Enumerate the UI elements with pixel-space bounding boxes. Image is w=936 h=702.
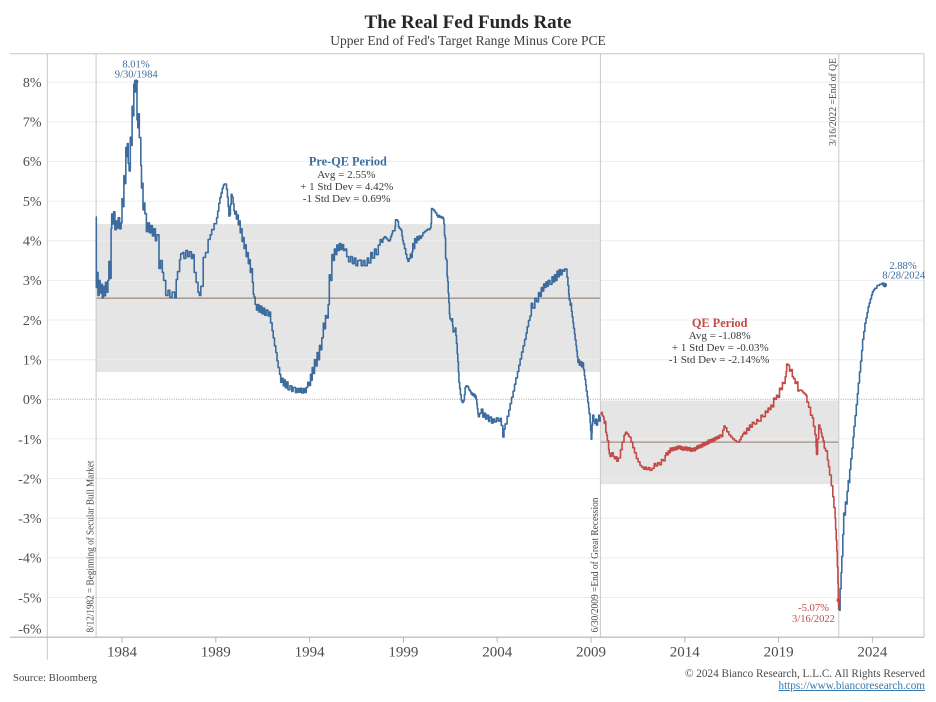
svg-text:2009: 2009 xyxy=(576,645,606,661)
svg-text:QE Period: QE Period xyxy=(692,316,748,330)
svg-text:1994: 1994 xyxy=(295,645,326,661)
svg-text:5%: 5% xyxy=(23,195,42,210)
svg-text:2004: 2004 xyxy=(482,645,513,661)
svg-text:-1 Std Dev = -2.14%%: -1 Std Dev = -2.14%% xyxy=(669,354,770,366)
svg-text:6%: 6% xyxy=(23,155,42,170)
svg-text:+ 1 Std Dev = -0.03%: + 1 Std Dev = -0.03% xyxy=(672,342,769,354)
svg-text:2019: 2019 xyxy=(764,645,794,661)
svg-text:+ 1 Std Dev = 4.42%: + 1 Std Dev = 4.42% xyxy=(300,181,393,193)
svg-text:Avg = 2.55%: Avg = 2.55% xyxy=(317,169,375,181)
svg-text:8/12/1982 = Beginning of Secul: 8/12/1982 = Beginning of Secular Bull Ma… xyxy=(85,461,97,633)
svg-text:3/16/2022: 3/16/2022 xyxy=(792,614,835,625)
svg-text:-2%: -2% xyxy=(18,472,42,487)
svg-text:-6%: -6% xyxy=(18,622,42,637)
svg-text:2014: 2014 xyxy=(670,645,701,661)
svg-text:2024: 2024 xyxy=(857,645,888,661)
svg-text:-1 Std Dev = 0.69%: -1 Std Dev = 0.69% xyxy=(303,193,391,205)
svg-text:-5.07%: -5.07% xyxy=(798,603,829,614)
svg-text:1989: 1989 xyxy=(201,645,231,661)
svg-text:0%: 0% xyxy=(23,393,42,408)
svg-text:3%: 3% xyxy=(23,274,42,289)
svg-text:4%: 4% xyxy=(23,235,42,250)
svg-text:-1%: -1% xyxy=(18,433,42,448)
svg-text:3/16/2022 =End of QE: 3/16/2022 =End of QE xyxy=(828,58,839,146)
svg-text:8/28/2024: 8/28/2024 xyxy=(882,271,926,282)
svg-text:2.88%: 2.88% xyxy=(889,261,917,272)
svg-text:-4%: -4% xyxy=(18,552,42,567)
svg-text:7%: 7% xyxy=(23,116,42,131)
svg-text:-5%: -5% xyxy=(18,591,42,606)
svg-text:9/30/1984: 9/30/1984 xyxy=(115,69,159,80)
svg-text:2%: 2% xyxy=(23,314,42,329)
svg-text:1999: 1999 xyxy=(388,645,418,661)
svg-text:6/30/2009 =End of Great Recess: 6/30/2009 =End of Great Recession xyxy=(590,498,601,633)
svg-text:8%: 8% xyxy=(23,76,42,91)
svg-text:Avg = -1.08%: Avg = -1.08% xyxy=(689,330,751,342)
svg-text:1%: 1% xyxy=(23,354,42,369)
svg-text:1984: 1984 xyxy=(107,645,138,661)
svg-text:-3%: -3% xyxy=(18,512,42,527)
svg-text:8.01%: 8.01% xyxy=(122,59,150,70)
svg-text:Pre-QE Period: Pre-QE Period xyxy=(309,155,387,169)
